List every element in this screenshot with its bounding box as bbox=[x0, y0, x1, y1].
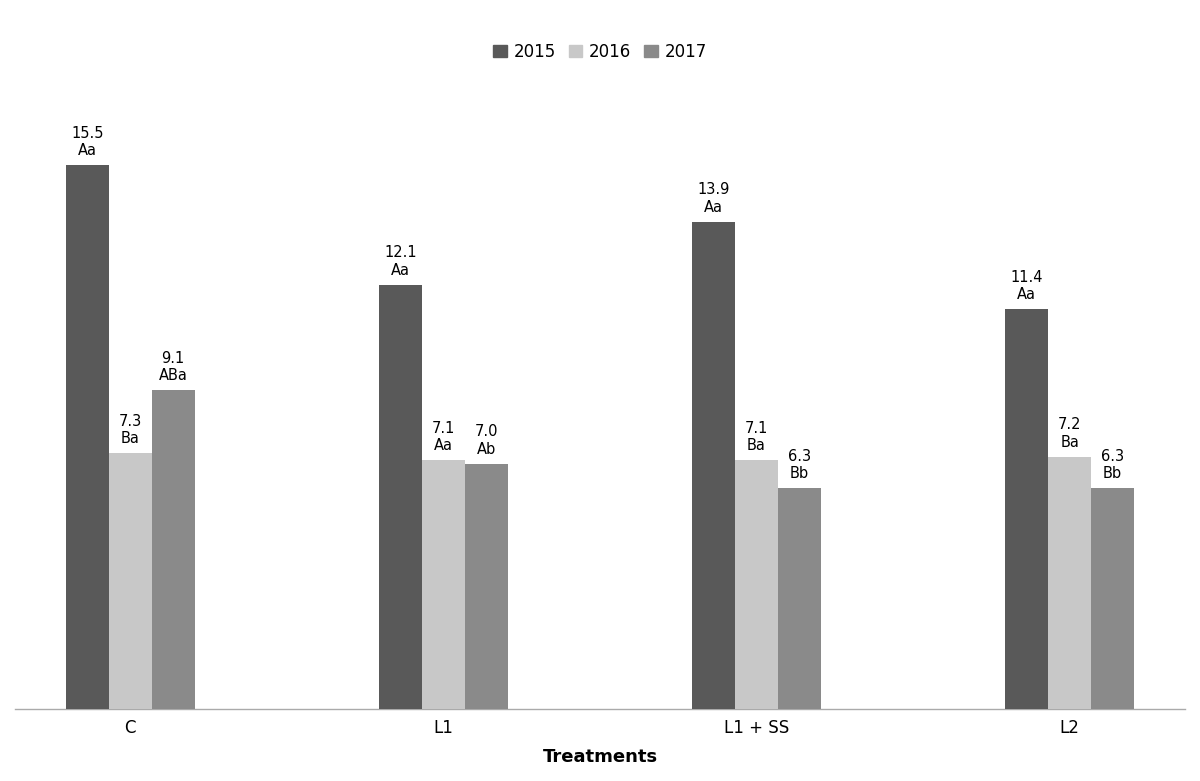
Bar bbox=[66, 166, 109, 709]
Text: 7.1
Ba: 7.1 Ba bbox=[745, 421, 768, 453]
Text: 7.3
Ba: 7.3 Ba bbox=[119, 414, 142, 446]
Text: 11.4
Aa: 11.4 Aa bbox=[1010, 269, 1043, 302]
Text: 12.1
Aa: 12.1 Aa bbox=[384, 245, 416, 278]
X-axis label: Treatments: Treatments bbox=[542, 748, 658, 766]
Bar bbox=[692, 222, 736, 709]
Bar bbox=[379, 285, 422, 709]
Text: 7.1
Aa: 7.1 Aa bbox=[432, 421, 455, 453]
Text: 15.5
Aa: 15.5 Aa bbox=[71, 126, 103, 159]
Legend: 2015, 2016, 2017: 2015, 2016, 2017 bbox=[487, 36, 713, 67]
Bar bbox=[778, 488, 821, 709]
Bar bbox=[736, 460, 778, 709]
Bar bbox=[1006, 309, 1049, 709]
Bar bbox=[109, 453, 151, 709]
Text: 7.0
Ab: 7.0 Ab bbox=[474, 424, 498, 457]
Text: 6.3
Bb: 6.3 Bb bbox=[788, 449, 811, 481]
Text: 9.1
ABa: 9.1 ABa bbox=[158, 351, 187, 383]
Bar bbox=[422, 460, 464, 709]
Text: 7.2
Ba: 7.2 Ba bbox=[1058, 417, 1081, 450]
Bar bbox=[1091, 488, 1134, 709]
Bar bbox=[1049, 457, 1091, 709]
Text: 6.3
Bb: 6.3 Bb bbox=[1100, 449, 1124, 481]
Text: 13.9
Aa: 13.9 Aa bbox=[697, 182, 730, 215]
Bar bbox=[151, 390, 194, 709]
Bar bbox=[464, 464, 508, 709]
